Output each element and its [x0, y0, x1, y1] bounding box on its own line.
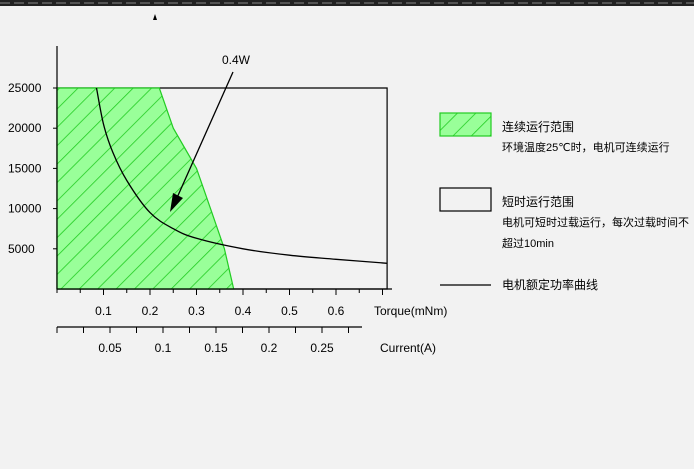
torque-tick-label: 0.4 [235, 304, 252, 318]
torque-tick-label: 0.6 [328, 304, 345, 318]
current-tick-label: 0.25 [310, 341, 334, 355]
torque-tick-label: 0.2 [142, 304, 159, 318]
current-tick-label: 0.15 [204, 341, 228, 355]
y-tick-label: 15000 [8, 161, 42, 175]
current-axis-label: Current(A) [380, 341, 436, 355]
torque-tick-label: 0.1 [95, 304, 112, 318]
legend: 连续运行范围 环境温度25℃时，电机可连续运行 短时运行范围 电机可短时过载运行… [439, 112, 689, 292]
current-tick-label: 0.2 [261, 341, 278, 355]
y-tick-label: 20000 [8, 121, 42, 135]
continuous-region [56, 87, 235, 290]
legend-label-short-time: 短时运行范围 [502, 195, 574, 209]
torque-tick-label: 0.3 [188, 304, 205, 318]
small-marker [153, 14, 157, 20]
torque-ticks: 0.1 0.2 0.3 0.4 0.5 0.6 [56, 289, 383, 318]
power-annotation-label: 0.4W [222, 53, 251, 67]
legend-desc-continuous: 环境温度25℃时，电机可连续运行 [502, 140, 670, 154]
top-border [0, 0, 694, 6]
annotation-arrow-line [175, 71, 234, 201]
current-ticks: 0.05 0.1 0.15 0.2 0.25 [56, 327, 349, 355]
current-tick-label: 0.1 [155, 341, 172, 355]
torque-tick-label: 0.5 [281, 304, 298, 318]
y-tick-label: 5000 [8, 242, 35, 256]
y-ticks: 25000 20000 15000 10000 5000 [8, 81, 57, 256]
legend-label-rated-power: 电机额定功率曲线 [502, 277, 598, 292]
current-tick-label: 0.05 [98, 341, 122, 355]
legend-swatch-short-time [439, 187, 492, 212]
legend-desc-short-time: 电机可短时过载运行，每次过载时间不 [502, 215, 689, 229]
y-tick-label: 10000 [8, 202, 42, 216]
legend-label-continuous: 连续运行范围 [502, 119, 574, 134]
annotation-arrow-head [170, 193, 183, 212]
y-tick-label: 25000 [8, 81, 42, 95]
legend-swatch-continuous [439, 112, 492, 137]
legend-desc2-short-time: 超过10min [502, 236, 554, 250]
torque-axis-label: Torque(mNm) [374, 304, 447, 318]
rated-power-curve [95, 87, 388, 264]
